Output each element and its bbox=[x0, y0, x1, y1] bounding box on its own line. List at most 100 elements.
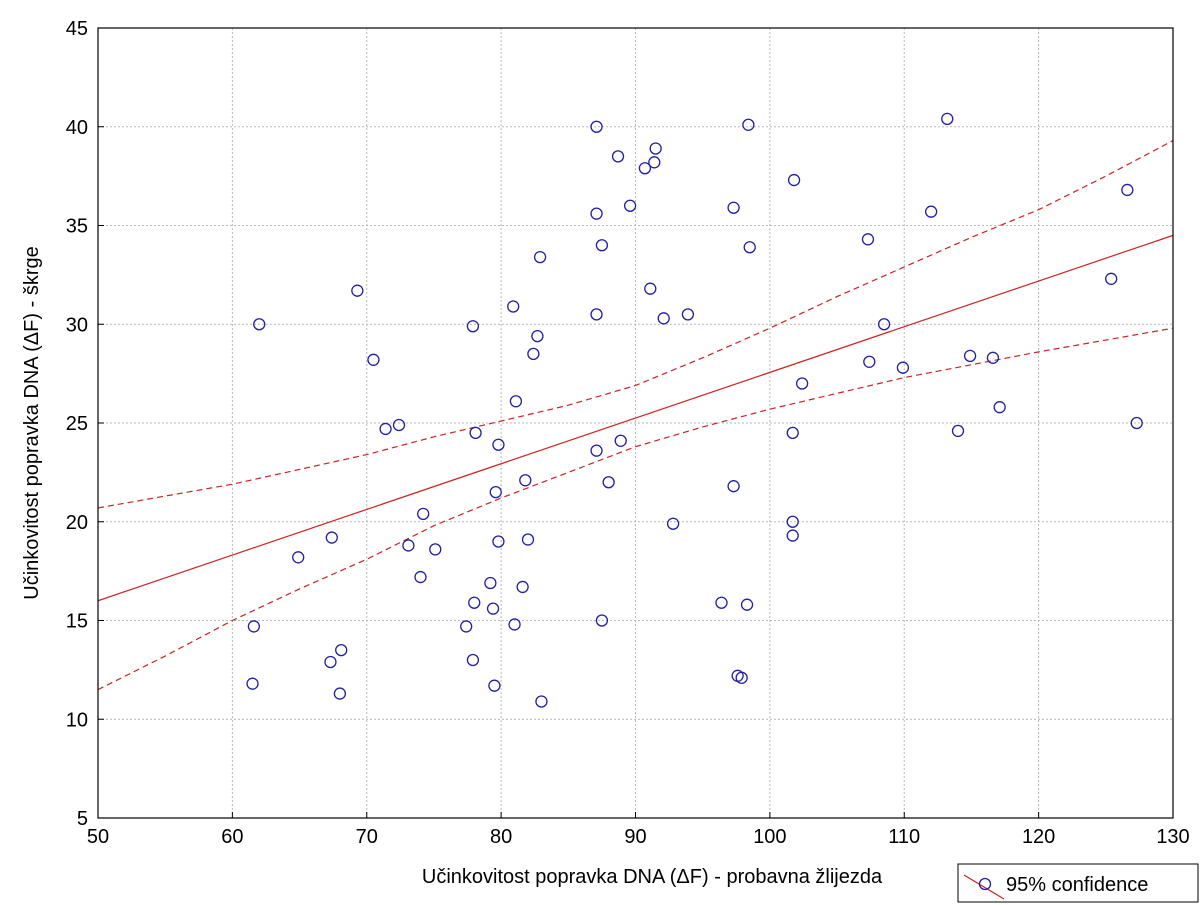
data-point bbox=[351, 284, 364, 297]
data-point bbox=[292, 551, 305, 564]
data-point bbox=[333, 687, 347, 700]
data-point bbox=[414, 570, 427, 584]
data-point bbox=[786, 529, 799, 542]
data-points bbox=[246, 112, 1143, 708]
data-point bbox=[335, 643, 348, 657]
data-point bbox=[484, 576, 497, 590]
data-point bbox=[611, 150, 625, 163]
x-tick-label: 110 bbox=[888, 826, 920, 848]
y-tick-label: 5 bbox=[77, 808, 88, 830]
data-point bbox=[649, 142, 662, 155]
x-tick-label: 90 bbox=[624, 826, 646, 848]
x-axis-label: Učinkovitost popravka DNA (ΔF) - probavn… bbox=[422, 866, 883, 888]
data-point bbox=[735, 671, 748, 684]
confidence-band bbox=[97, 140, 1174, 691]
x-tick-label: 50 bbox=[87, 826, 109, 848]
data-point bbox=[963, 349, 977, 363]
data-point bbox=[521, 533, 535, 546]
regression-line bbox=[97, 234, 1174, 602]
data-point bbox=[590, 308, 603, 321]
data-point bbox=[715, 596, 728, 609]
data-point bbox=[861, 233, 875, 246]
regression-line-group bbox=[97, 234, 1174, 602]
data-point bbox=[602, 476, 615, 489]
data-point bbox=[743, 241, 756, 254]
y-tick-label: 35 bbox=[66, 216, 88, 238]
data-point bbox=[1105, 272, 1118, 285]
data-point bbox=[429, 543, 442, 556]
data-point bbox=[666, 517, 680, 530]
y-tick-label: 20 bbox=[66, 512, 88, 534]
data-point bbox=[863, 355, 876, 368]
x-tick-label: 120 bbox=[1022, 826, 1055, 848]
data-point bbox=[877, 318, 891, 331]
data-point bbox=[508, 618, 521, 631]
y-axis-ticks: 5 10 15 20 25 30 35 40 45 bbox=[66, 18, 104, 830]
data-point bbox=[595, 614, 609, 627]
data-point bbox=[460, 620, 473, 633]
x-axis-ticks: 50 60 70 80 90 100 110 120 130 bbox=[87, 812, 1190, 848]
data-point bbox=[507, 300, 520, 313]
data-point bbox=[740, 598, 754, 611]
data-point bbox=[648, 156, 661, 169]
data-point bbox=[951, 424, 965, 438]
data-point bbox=[727, 480, 740, 493]
data-point bbox=[614, 434, 627, 447]
x-tick-label: 70 bbox=[356, 826, 378, 848]
data-point bbox=[247, 620, 261, 633]
legend: 95% confidence bbox=[957, 863, 1199, 903]
data-point bbox=[379, 422, 392, 436]
data-point bbox=[516, 580, 529, 594]
data-point bbox=[535, 695, 548, 708]
x-tick-label: 80 bbox=[490, 826, 512, 848]
y-tick-label: 15 bbox=[66, 611, 88, 633]
legend-point-sample bbox=[978, 877, 992, 891]
data-point bbox=[527, 347, 540, 361]
data-point bbox=[657, 312, 670, 325]
y-tick-label: 25 bbox=[66, 413, 88, 435]
y-tick-label: 45 bbox=[66, 18, 88, 40]
legend-label: 95% confidence bbox=[1006, 874, 1148, 896]
x-tick-label: 100 bbox=[753, 826, 786, 848]
data-point bbox=[993, 401, 1006, 414]
data-point bbox=[325, 531, 338, 544]
data-point bbox=[681, 308, 695, 321]
data-point bbox=[488, 679, 501, 692]
data-point bbox=[941, 112, 954, 125]
data-point bbox=[469, 426, 482, 440]
data-point bbox=[924, 205, 938, 218]
y-tick-label: 40 bbox=[66, 117, 88, 139]
data-point bbox=[786, 515, 799, 528]
data-point bbox=[246, 677, 259, 690]
data-point bbox=[417, 507, 430, 520]
data-point bbox=[466, 320, 480, 333]
data-point bbox=[623, 199, 637, 212]
data-point bbox=[590, 444, 603, 457]
data-point bbox=[486, 602, 500, 615]
data-point bbox=[638, 162, 652, 175]
data-point bbox=[595, 239, 609, 252]
confidence-lower-line bbox=[97, 327, 1174, 691]
data-point bbox=[795, 377, 809, 390]
data-point bbox=[787, 173, 801, 187]
data-point bbox=[509, 395, 523, 408]
y-tick-label: 30 bbox=[66, 314, 88, 336]
data-point bbox=[466, 653, 480, 667]
data-point bbox=[786, 426, 799, 440]
legend-line-sample bbox=[963, 874, 1005, 900]
data-point bbox=[468, 596, 481, 609]
x-tick-label: 60 bbox=[221, 826, 243, 848]
data-point bbox=[727, 201, 740, 214]
y-axis-label: Učinkovitost popravka DNA (ΔF) - škrge bbox=[21, 246, 43, 599]
data-point bbox=[492, 438, 505, 451]
data-point bbox=[531, 329, 544, 343]
data-point bbox=[519, 474, 532, 487]
data-point bbox=[644, 282, 657, 295]
y-tick-label: 10 bbox=[66, 709, 88, 731]
data-point bbox=[1130, 416, 1143, 430]
data-point bbox=[402, 539, 415, 552]
x-tick-label: 130 bbox=[1156, 826, 1189, 848]
data-point bbox=[590, 120, 603, 133]
